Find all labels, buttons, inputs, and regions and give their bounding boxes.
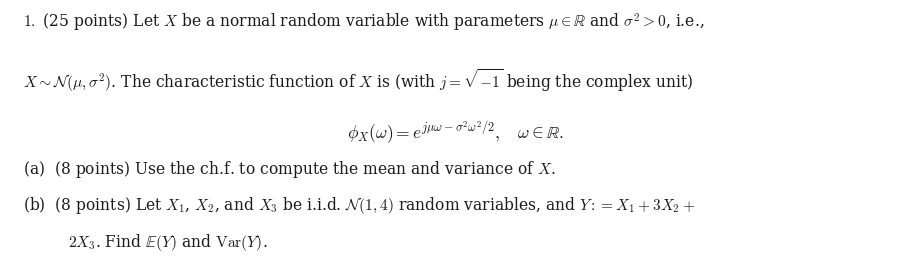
Text: $\phi_X(\omega) = e^{j\mu\omega - \sigma^2\omega^2/2}, \quad \omega \in \mathbb{: $\phi_X(\omega) = e^{j\mu\omega - \sigma… bbox=[347, 120, 563, 146]
Text: (a)  (8 points) Use the ch.f. to compute the mean and variance of $X$.: (a) (8 points) Use the ch.f. to compute … bbox=[23, 159, 555, 180]
Text: (b)  (8 points) Let $X_1$, $X_2$, and $X_3$ be i.i.d. $\mathcal{N}(1, 4)$ random: (b) (8 points) Let $X_1$, $X_2$, and $X_… bbox=[23, 195, 695, 216]
Text: $\mathbf{1.}$ (25 points) Let $X$ be a normal random variable with parameters $\: $\mathbf{1.}$ (25 points) Let $X$ be a n… bbox=[23, 12, 704, 34]
Text: $X \sim \mathcal{N}(\mu, \sigma^2)$. The characteristic function of $X$ is (with: $X \sim \mathcal{N}(\mu, \sigma^2)$. The… bbox=[23, 67, 693, 94]
Text: $2X_3$. Find $\mathbb{E}(Y)$ and $\mathrm{Var}(Y)$.: $2X_3$. Find $\mathbb{E}(Y)$ and $\mathr… bbox=[68, 232, 268, 253]
